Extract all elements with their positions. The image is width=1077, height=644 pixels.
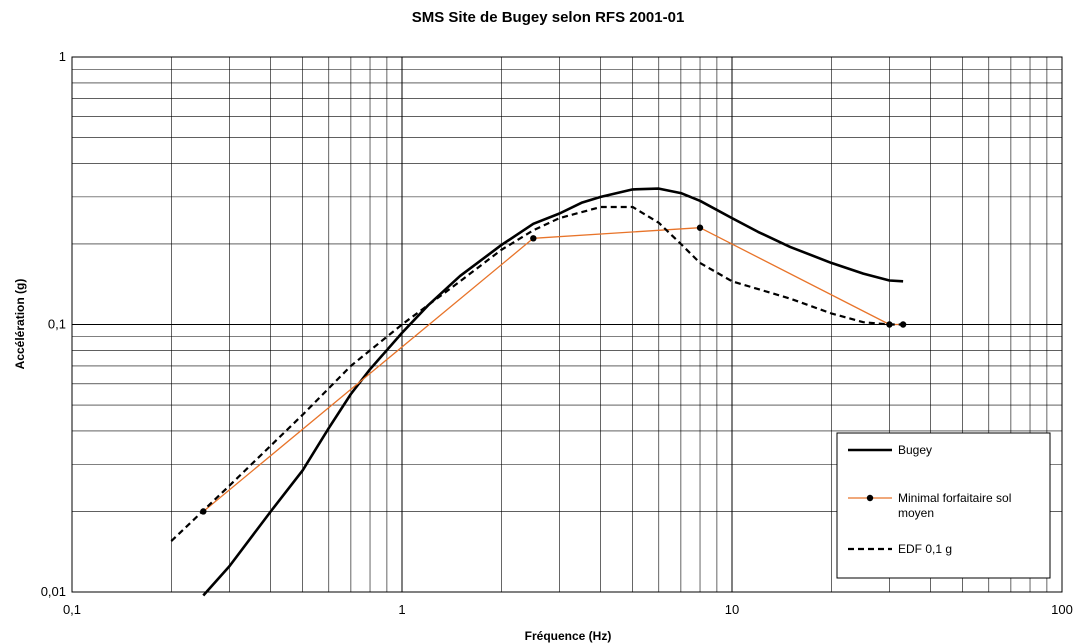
- series-line-1: [202, 227, 904, 513]
- chart-title: SMS Site de Bugey selon RFS 2001-01: [412, 9, 685, 26]
- x-tick-label: 1: [398, 602, 405, 617]
- legend-box: [836, 432, 1051, 579]
- y-axis-label: Accélération (g): [13, 279, 27, 370]
- legend-label-1: Minimal forfaitaire sol: [898, 491, 1011, 505]
- series-point-1: [899, 321, 907, 328]
- x-tick-label: 0,1: [63, 602, 81, 617]
- x-tick-label: 100: [1051, 602, 1073, 617]
- series-point-1: [530, 235, 537, 242]
- legend-label-0: Bugey: [898, 443, 932, 457]
- y-tick-label: 0,01: [41, 584, 66, 599]
- y-tick-label: 0,1: [48, 317, 66, 332]
- legend-label-1: moyen: [898, 506, 934, 520]
- y-tick-label: 1: [59, 49, 66, 64]
- series-line-0: [202, 187, 904, 597]
- series-line-2: [170, 205, 904, 542]
- x-axis-label: Fréquence (Hz): [525, 629, 612, 643]
- legend-label-2: EDF 0,1 g: [898, 542, 952, 556]
- plot-frame: [71, 56, 1063, 593]
- legend-marker-1: [866, 494, 874, 502]
- series-layer: [170, 187, 907, 597]
- tick-labels: 0,1 1 10 100 0,01 0,1 1: [41, 49, 1073, 617]
- series-point-1: [696, 224, 704, 231]
- x-tick-label: 10: [725, 602, 739, 617]
